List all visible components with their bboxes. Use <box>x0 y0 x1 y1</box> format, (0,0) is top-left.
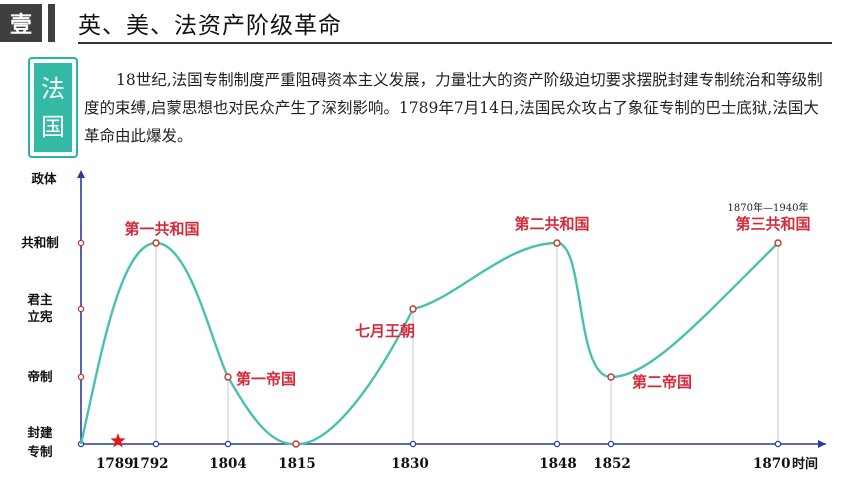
x-tick-marker-1792 <box>152 440 160 448</box>
annotation-1870-1940: 1870年—1940年 <box>728 201 809 214</box>
y-tick-marker-3 <box>77 239 85 247</box>
country-tag-inner: 法 国 <box>34 63 72 152</box>
point-label-1792: 第一共和国 <box>124 220 199 238</box>
x-tick-label-1815: 1815 <box>278 456 316 472</box>
point-marker-1830 <box>409 305 417 313</box>
point-marker-1815 <box>292 440 300 448</box>
y-tick-marker-1 <box>77 373 85 381</box>
point-marker-1852 <box>607 373 615 381</box>
x-tick-label-1792: 1792 <box>131 456 169 472</box>
y-axis-title: 政体 <box>31 171 57 186</box>
x-tick-label-1804: 1804 <box>209 456 247 472</box>
point-label-1830: 七月王朝 <box>355 322 415 340</box>
point-label-1848: 第二共和国 <box>514 215 589 233</box>
y-axis-arrow <box>77 170 85 178</box>
page-title: 英、美、法资产阶级革命 <box>78 13 342 39</box>
y-tick-label-1-0: 帝制 <box>27 369 52 384</box>
country-char-2: 国 <box>41 112 65 141</box>
x-tick-label-1870: 1870 <box>753 456 791 472</box>
point-label-1852: 第二帝国 <box>632 373 692 391</box>
point-marker-1848 <box>553 239 561 247</box>
title-underline <box>78 42 832 44</box>
x-tick-label-1789: 1789 <box>96 456 134 472</box>
x-tick-marker-1870 <box>774 440 782 448</box>
y-tick-label-3-0: 共和制 <box>21 235 59 250</box>
header-bar <box>48 4 55 42</box>
point-marker-1870 <box>774 239 782 247</box>
y-tick-label-0-1: 专制 <box>27 444 52 459</box>
x-tick-label-1852: 1852 <box>593 456 631 472</box>
regime-curve <box>79 241 779 446</box>
star-icon <box>110 433 126 448</box>
y-tick-label-0-0: 封建 <box>27 425 53 440</box>
y-tick-label-2-1: 立宪 <box>27 309 53 324</box>
x-tick-label-1848: 1848 <box>539 456 577 472</box>
point-label-1870: 第三共和国 <box>735 215 810 233</box>
country-char-1: 法 <box>41 74 65 103</box>
x-tick-marker-1852 <box>607 440 615 448</box>
section-number-badge: 壹 <box>0 4 42 42</box>
x-axis-arrow <box>818 440 826 448</box>
y-tick-marker-2 <box>77 305 85 313</box>
intro-paragraph: 18世纪,法国专制制度严重阻碍资本主义发展，力量壮大的资产阶级迫切要求摆脱封建专… <box>84 71 823 145</box>
point-label-1804: 第一帝国 <box>236 370 296 388</box>
x-tick-marker-1830 <box>409 440 417 448</box>
x-axis-title: 时间 <box>792 456 818 472</box>
y-tick-label-2-0: 君主 <box>26 292 53 307</box>
country-tag: 法 国 <box>28 57 78 158</box>
point-marker-1804 <box>224 373 232 381</box>
point-marker-1792 <box>152 239 160 247</box>
x-tick-marker-1848 <box>553 440 561 448</box>
x-tick-label-1830: 1830 <box>391 456 429 472</box>
x-tick-marker-1804 <box>224 440 232 448</box>
